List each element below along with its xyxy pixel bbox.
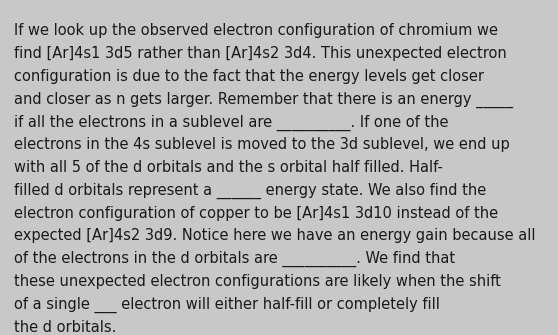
Text: electron configuration of copper to be [Ar]4s1 3d10 instead of the: electron configuration of copper to be [… xyxy=(14,206,498,221)
Text: and closer as n gets larger. Remember that there is an energy _____: and closer as n gets larger. Remember th… xyxy=(14,92,513,108)
Text: configuration is due to the fact that the energy levels get closer: configuration is due to the fact that th… xyxy=(14,69,484,84)
Text: if all the electrons in a sublevel are __________. If one of the: if all the electrons in a sublevel are _… xyxy=(14,115,449,131)
Text: expected [Ar]4s2 3d9. Notice here we have an energy gain because all: expected [Ar]4s2 3d9. Notice here we hav… xyxy=(14,228,536,244)
Text: the d orbitals.: the d orbitals. xyxy=(14,320,116,335)
Text: filled d orbitals represent a ______ energy state. We also find the: filled d orbitals represent a ______ ene… xyxy=(14,183,486,199)
Text: electrons in the 4s sublevel is moved to the 3d sublevel, we end up: electrons in the 4s sublevel is moved to… xyxy=(14,137,509,152)
Text: of the electrons in the d orbitals are __________. We find that: of the electrons in the d orbitals are _… xyxy=(14,251,455,267)
Text: If we look up the observed electron configuration of chromium we: If we look up the observed electron conf… xyxy=(14,23,498,39)
Text: with all 5 of the d orbitals and the s orbital half filled. Half-: with all 5 of the d orbitals and the s o… xyxy=(14,160,443,175)
Text: find [Ar]4s1 3d5 rather than [Ar]4s2 3d4. This unexpected electron: find [Ar]4s1 3d5 rather than [Ar]4s2 3d4… xyxy=(14,46,507,61)
Text: these unexpected electron configurations are likely when the shift: these unexpected electron configurations… xyxy=(14,274,501,289)
Text: of a single ___ electron will either half-fill or completely fill: of a single ___ electron will either hal… xyxy=(14,297,440,313)
